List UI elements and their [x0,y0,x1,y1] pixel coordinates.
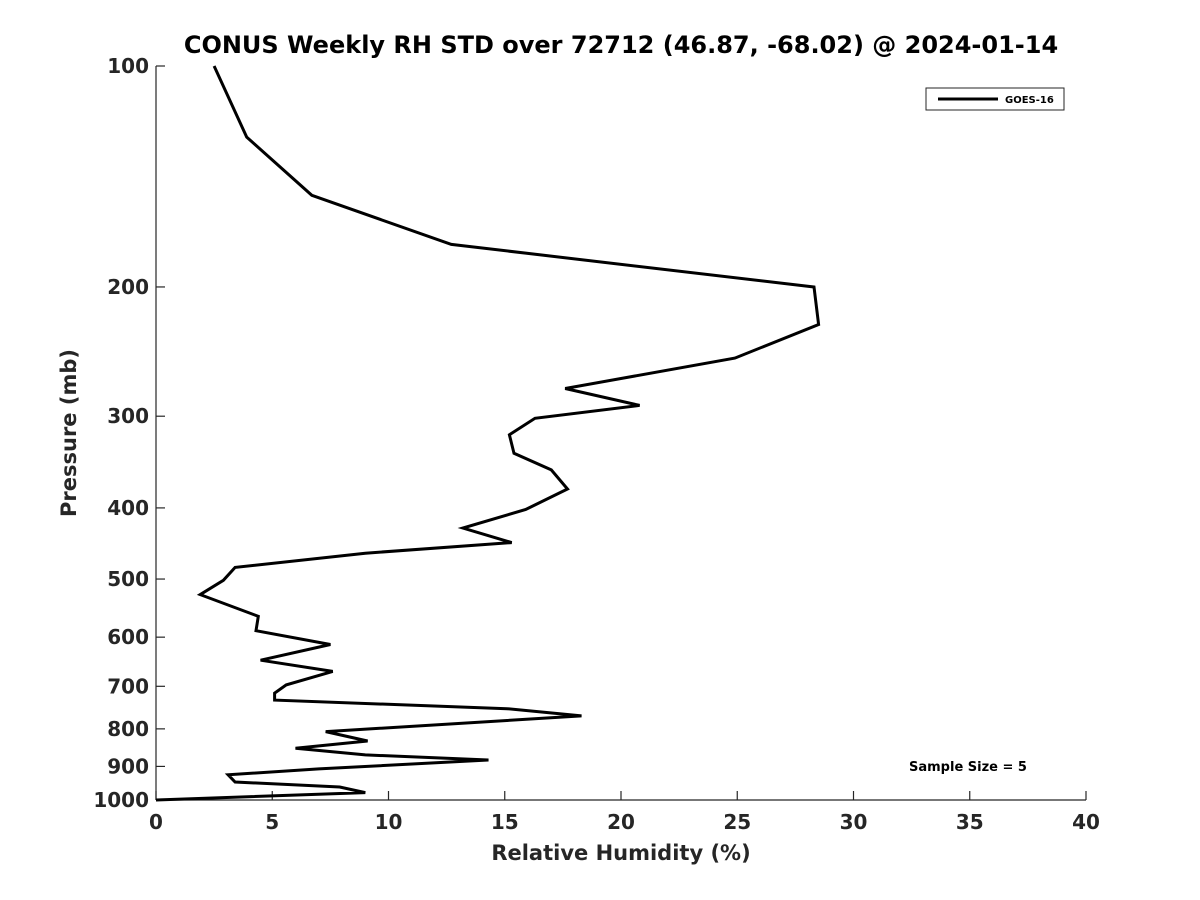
x-tick-label: 10 [375,810,403,834]
y-tick-label: 100 [107,54,149,78]
y-tick-label: 400 [107,496,149,520]
y-tick-label: 1000 [93,788,149,812]
y-tick-label: 900 [107,754,149,778]
x-tick-label: 25 [723,810,751,834]
y-tick-label: 200 [107,275,149,299]
legend: GOES-16 [925,87,1065,111]
x-tick-label: 15 [491,810,519,834]
sample-size-annotation: Sample Size = 5 [909,760,1027,775]
x-tick-label: 5 [265,810,279,834]
y-ticks: 100 200 300 400 500 600 700 800 900 1000 [93,54,165,812]
x-tick-label: 30 [840,810,868,834]
legend-label-goes-16: GOES-16 [1005,95,1054,106]
chart-title: CONUS Weekly RH STD over 72712 (46.87, -… [184,31,1058,59]
x-tick-label: 35 [956,810,984,834]
x-axis-label: Relative Humidity (%) [491,841,750,865]
x-tick-label: 40 [1072,810,1100,834]
y-tick-label: 700 [107,674,149,698]
y-tick-label: 300 [107,404,149,428]
x-ticks: 0 5 10 15 20 25 30 35 40 [149,791,1100,834]
axes [155,66,1086,801]
y-tick-label: 600 [107,625,149,649]
x-tick-label: 20 [607,810,635,834]
series-line-goes-16 [155,65,821,802]
x-tick-label: 0 [149,810,163,834]
y-tick-label: 800 [107,717,149,741]
y-axis-label: Pressure (mb) [57,349,81,517]
y-tick-label: 500 [107,567,149,591]
